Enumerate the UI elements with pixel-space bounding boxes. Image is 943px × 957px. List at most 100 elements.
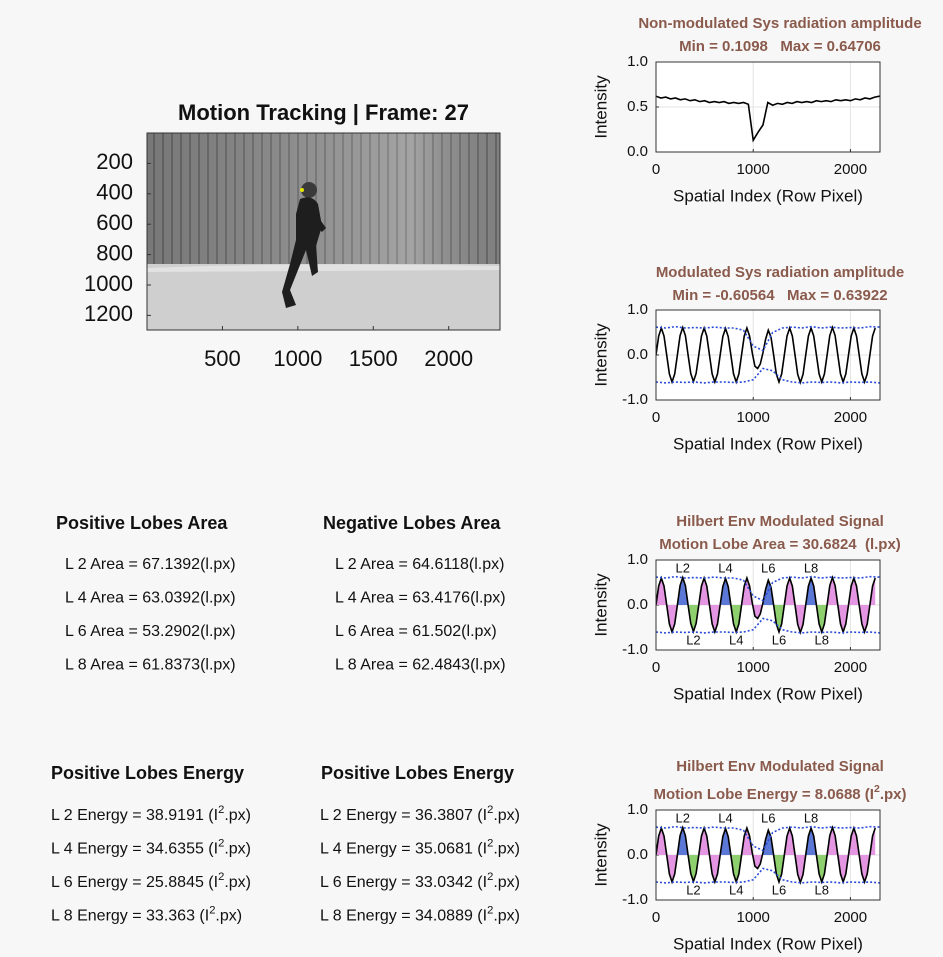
image-title: Motion Tracking | Frame: 27 <box>178 100 469 125</box>
lobe-fill <box>730 605 742 632</box>
signal-line <box>656 324 876 386</box>
lobe-label: L6 <box>761 810 775 825</box>
y-tick-label: 0.0 <box>627 346 648 363</box>
panel-item: L 2 Area = 64.6118(l.px) <box>335 556 504 573</box>
chart-title: Hilbert Env Modulated Signal <box>676 758 884 775</box>
y-axis-label: Intensity <box>591 323 610 387</box>
lobe-label: L2 <box>676 560 690 575</box>
chart-title: Hilbert Env Modulated Signal <box>676 513 884 530</box>
panel-item: L 8 Energy = 33.363 (I2.px) <box>51 904 242 924</box>
text-part: .px) <box>224 874 251 891</box>
chart-title: Non-modulated Sys radiation amplitude <box>638 15 921 32</box>
chart-subtitle: Motion Lobe Energy = 8.0688 (I2.px) <box>654 783 907 803</box>
text-part: .px) <box>493 908 520 925</box>
text-part: L 4 Energy = 34.6355 (I <box>51 841 218 858</box>
y-axis-label: Intensity <box>591 75 610 139</box>
lobe-fill <box>720 828 731 855</box>
lobe-fill <box>720 578 731 605</box>
panel-item: L 8 Energy = 34.0889 (I2.px) <box>320 904 520 924</box>
x-tick-label: 1500 <box>349 346 398 371</box>
x-axis-label: Spatial Index (Row Pixel) <box>673 434 863 453</box>
lobe-fill <box>677 577 689 605</box>
lobe-label: L6 <box>761 560 775 575</box>
panel-item: L 8 Area = 61.8373(l.px) <box>65 657 236 674</box>
chart-title: Modulated Sys radiation amplitude <box>656 264 904 281</box>
panel-item: L 4 Area = 63.4176(l.px) <box>335 590 506 607</box>
text-part: .px) <box>493 874 520 891</box>
text-part: L 6 Energy = 25.8845 (I <box>51 874 218 891</box>
lobe-label: L8 <box>815 882 829 897</box>
x-axis-label: Spatial Index (Row Pixel) <box>673 934 863 953</box>
lobe-label: L2 <box>686 632 700 647</box>
panel-item: L 8 Area = 62.4843(l.px) <box>335 657 506 674</box>
x-tick-label: 0 <box>652 909 660 926</box>
y-tick-label: 0.0 <box>627 596 648 613</box>
lobe-label: L6 <box>772 882 786 897</box>
chart-subtitle: Motion Lobe Area = 30.6824 (l.px) <box>659 536 901 553</box>
envelope-line <box>656 575 880 602</box>
panel-item: L 4 Energy = 35.0681 (I2.px) <box>320 837 520 857</box>
envelope-line <box>656 367 880 384</box>
text-part: .px) <box>880 786 907 803</box>
image-axes <box>146 132 501 331</box>
panel-item: L 2 Area = 67.1392(l.px) <box>65 556 236 573</box>
x-axis-label: Spatial Index (Row Pixel) <box>673 186 863 205</box>
text-part: L 2 Energy = 38.9191 (I <box>51 807 218 824</box>
x-tick-label: 0 <box>652 161 660 178</box>
x-tick-label: 0 <box>652 659 660 676</box>
lobe-label: L4 <box>729 632 743 647</box>
text-part: 2 <box>487 804 493 816</box>
lobe-label: L8 <box>804 810 818 825</box>
envelope-line <box>656 617 880 634</box>
lobe-fill <box>816 855 828 882</box>
x-tick-label: 0 <box>652 409 660 426</box>
envelope-line <box>656 325 880 352</box>
y-tick-label: 1.0 <box>627 53 648 70</box>
lobe-fill <box>773 605 785 632</box>
video-frame <box>147 133 500 330</box>
panel-item: L 6 Energy = 25.8845 (I2.px) <box>51 871 251 891</box>
y-axis-label: Intensity <box>591 573 610 637</box>
lobe-fill <box>805 578 817 605</box>
y-tick-label: 1.0 <box>627 301 648 318</box>
envelope-line <box>656 825 880 852</box>
lobe-label: L6 <box>772 632 786 647</box>
text-part: 2 <box>487 837 493 849</box>
lobe-label: L4 <box>729 882 743 897</box>
text-part: L 8 Energy = 34.0889 (I <box>320 908 487 925</box>
lobe-label: L4 <box>718 560 732 575</box>
lobe-fill <box>762 580 774 605</box>
text-part: L 8 Energy = 33.363 (I <box>51 908 209 925</box>
y-tick-label: 1000 <box>84 271 133 296</box>
text-part: Motion Lobe Energy = 8.0688 (I <box>654 786 874 803</box>
x-tick-label: 500 <box>204 346 241 371</box>
text-part: 2 <box>218 804 224 816</box>
panel-item: L 4 Area = 63.0392(l.px) <box>65 590 236 607</box>
lobe-label: L8 <box>804 560 818 575</box>
axes-box <box>655 559 881 651</box>
text-part: 2 <box>487 904 493 916</box>
y-tick-label: 1.0 <box>627 551 648 568</box>
x-tick-label: 1000 <box>737 659 770 676</box>
lobe-fill <box>688 855 699 882</box>
text-part: 2 <box>209 904 215 916</box>
signal-line <box>656 95 880 143</box>
x-tick-label: 1000 <box>737 909 770 926</box>
y-tick-label: 0.5 <box>627 98 648 115</box>
x-tick-label: 1000 <box>273 346 322 371</box>
text-part: .px) <box>224 841 251 858</box>
lobe-fill <box>677 827 689 855</box>
text-part: 2 <box>487 871 493 883</box>
lobe-label: L2 <box>686 882 700 897</box>
y-tick-label: 1.0 <box>627 801 648 818</box>
panel-item: L 6 Energy = 33.0342 (I2.px) <box>320 871 520 891</box>
lobe-fill <box>805 828 817 855</box>
panel-item: L 2 Energy = 38.9191 (I2.px) <box>51 804 251 824</box>
lobe-label: L4 <box>718 810 732 825</box>
panel-item: L 4 Energy = 34.6355 (I2.px) <box>51 837 251 857</box>
y-tick-label: -1.0 <box>622 641 648 658</box>
lobe-label: L2 <box>676 810 690 825</box>
lobe-fill <box>773 855 785 882</box>
x-axis-label: Spatial Index (Row Pixel) <box>673 684 863 703</box>
signal-line <box>656 824 876 886</box>
